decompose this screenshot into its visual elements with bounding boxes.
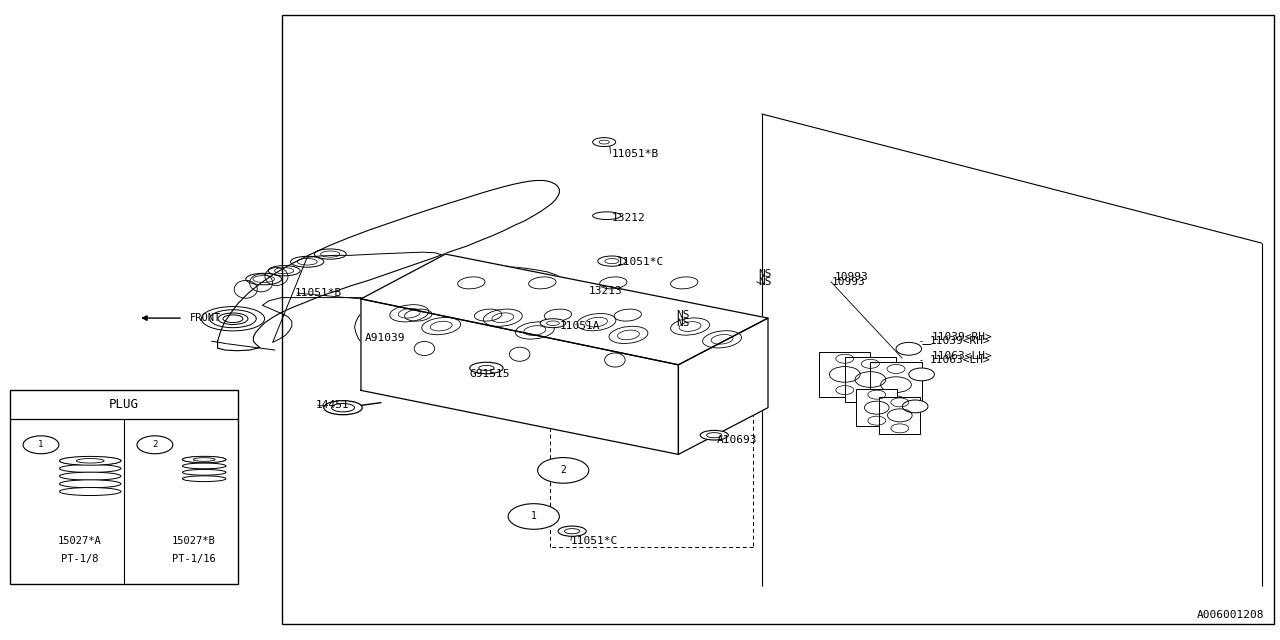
Ellipse shape [558,526,586,536]
Ellipse shape [593,212,621,220]
Polygon shape [361,254,768,365]
Circle shape [508,504,559,529]
Bar [856,389,897,426]
Text: 1: 1 [531,511,536,522]
Text: NS: NS [676,310,690,320]
Ellipse shape [604,259,618,264]
Text: 11051*B: 11051*B [612,148,659,159]
Text: 11051*C: 11051*C [617,257,664,268]
Text: 11063<LH>: 11063<LH> [929,355,989,365]
Ellipse shape [324,401,362,415]
Ellipse shape [593,138,616,147]
Ellipse shape [470,362,503,374]
Bar [870,362,922,407]
Text: G91515: G91515 [470,369,511,380]
Text: 11051*B: 11051*B [294,288,342,298]
Text: 10993: 10993 [832,276,865,287]
Ellipse shape [598,256,626,266]
Text: 1: 1 [38,440,44,449]
Ellipse shape [707,433,722,438]
Ellipse shape [59,457,120,465]
Text: NS: NS [758,276,772,287]
Text: PT-1/16: PT-1/16 [172,554,216,564]
Ellipse shape [182,470,225,475]
Bar [282,15,1274,624]
Ellipse shape [332,404,355,412]
Ellipse shape [182,457,225,462]
Ellipse shape [59,472,120,480]
Text: NS: NS [758,269,772,279]
Ellipse shape [182,456,225,463]
Ellipse shape [59,488,120,495]
Text: 11063<LH>: 11063<LH> [932,351,992,361]
Ellipse shape [540,319,566,328]
Bar [819,352,870,397]
Polygon shape [678,318,768,454]
Text: 15027*B: 15027*B [172,536,216,546]
Text: 2: 2 [561,465,566,476]
Text: NS: NS [676,317,690,328]
Text: 2: 2 [152,440,157,449]
Ellipse shape [59,480,120,488]
Ellipse shape [182,476,225,482]
Ellipse shape [599,140,609,144]
Text: A91039: A91039 [365,333,406,343]
Ellipse shape [193,458,215,461]
Bar [845,357,896,402]
Text: FRONT: FRONT [189,313,220,323]
Ellipse shape [547,321,559,326]
Text: 10993: 10993 [835,272,868,282]
Ellipse shape [77,458,104,463]
Text: 11039<RH>: 11039<RH> [932,332,992,342]
Text: 13212: 13212 [612,212,645,223]
Text: 15027*A: 15027*A [58,536,102,546]
Circle shape [902,400,928,413]
Text: A006001208: A006001208 [1197,609,1265,620]
Ellipse shape [182,463,225,468]
Circle shape [23,436,59,454]
Circle shape [896,342,922,355]
Bar [10,390,238,584]
Text: PT-1/8: PT-1/8 [61,554,99,564]
Text: 11051A: 11051A [559,321,600,332]
Circle shape [909,368,934,381]
Text: 13213: 13213 [589,286,622,296]
Text: 14451: 14451 [316,400,349,410]
Circle shape [137,436,173,454]
Ellipse shape [479,365,494,371]
Ellipse shape [700,431,728,440]
Ellipse shape [59,465,120,472]
Text: A10693: A10693 [717,435,758,445]
Circle shape [538,458,589,483]
Text: 11039<RH>: 11039<RH> [929,336,989,346]
Polygon shape [361,299,678,454]
Bar [879,397,920,434]
Ellipse shape [59,456,120,465]
Ellipse shape [564,529,580,534]
Text: PLUG: PLUG [109,398,140,412]
Text: 11051*C: 11051*C [571,536,618,546]
